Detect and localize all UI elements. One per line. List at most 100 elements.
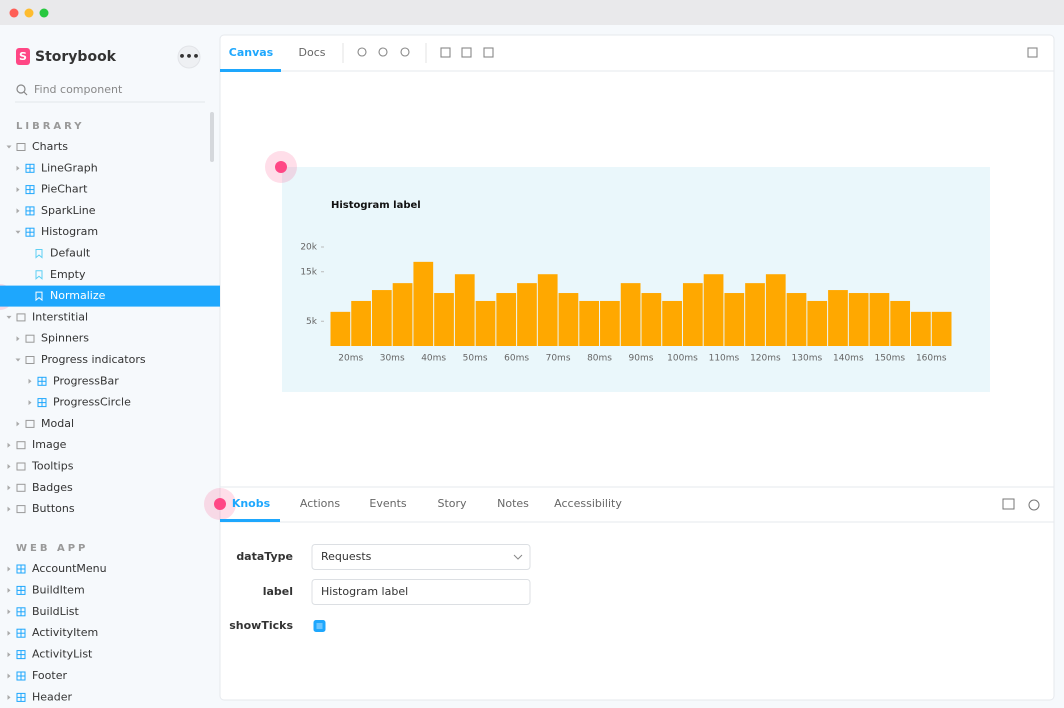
caret[interactable] <box>7 609 11 615</box>
toolbar-tab[interactable]: Docs <box>299 46 326 59</box>
x-tick-label: 40ms <box>421 354 446 364</box>
caret[interactable] <box>7 694 11 700</box>
caret[interactable] <box>7 630 11 636</box>
menu-button[interactable] <box>177 45 201 69</box>
addon-tab[interactable]: Knobs <box>232 497 271 510</box>
x-tick-label: 60ms <box>504 354 529 364</box>
tree-item[interactable]: Default <box>50 247 91 260</box>
tree-item[interactable]: ProgressCircle <box>53 396 131 409</box>
tree-item[interactable]: ActivityItem <box>32 626 98 639</box>
tree-item[interactable]: Modal <box>41 417 74 430</box>
addon-tab[interactable]: Notes <box>497 497 529 510</box>
x-tick-label: 120ms <box>750 354 781 364</box>
fullscreen-button[interactable] <box>1027 47 1038 58</box>
tree-item[interactable]: BuildList <box>32 605 80 618</box>
tree-item[interactable]: Histogram <box>41 225 98 238</box>
tree-item[interactable]: SparkLine <box>41 204 96 217</box>
folder-icon <box>16 313 26 322</box>
caret[interactable] <box>6 315 12 319</box>
caret[interactable] <box>7 506 11 512</box>
tree-item[interactable]: Tooltips <box>31 460 74 473</box>
caret[interactable] <box>15 358 21 362</box>
knob-checkbox[interactable] <box>313 620 326 632</box>
bar <box>537 274 558 346</box>
bar <box>745 283 765 346</box>
tree-item[interactable]: Spinners <box>41 332 89 345</box>
knob-input[interactable] <box>311 579 531 605</box>
tree-item[interactable]: Buttons <box>32 502 75 515</box>
panel-close-button[interactable] <box>1028 499 1040 511</box>
addon-tab[interactable]: Actions <box>300 497 340 510</box>
toolbar-tab[interactable]: Canvas <box>229 46 274 59</box>
story-icon <box>35 270 43 280</box>
tree-item[interactable]: Badges <box>32 481 73 494</box>
bar <box>890 300 911 346</box>
grid-toggle[interactable] <box>440 47 451 58</box>
search-input[interactable]: Find component <box>34 83 123 96</box>
tree-item[interactable]: Progress indicators <box>41 353 146 366</box>
folder-icon <box>25 419 35 428</box>
addon-tab[interactable]: Accessibility <box>554 497 622 510</box>
knob-input[interactable] <box>311 544 531 570</box>
caret[interactable] <box>7 464 11 469</box>
search-icon <box>16 84 26 94</box>
folder-icon <box>16 505 26 514</box>
tree-item[interactable]: ActivityList <box>32 648 93 661</box>
maximize-button[interactable] <box>39 8 49 18</box>
knob-label: label <box>263 585 293 598</box>
chart-card <box>282 167 990 392</box>
zoom-in[interactable] <box>357 47 367 57</box>
select-arrow <box>513 554 523 560</box>
folder-icon <box>25 334 35 343</box>
x-tick-label: 160ms <box>916 354 947 364</box>
tree-item[interactable]: LineGraph <box>41 161 98 174</box>
caret[interactable] <box>6 145 12 149</box>
zoom-reset[interactable] <box>400 47 410 57</box>
tree-item[interactable]: BuildItem <box>32 583 85 596</box>
caret[interactable] <box>7 485 11 491</box>
caret[interactable] <box>7 673 11 679</box>
caret[interactable] <box>16 165 20 171</box>
background-toggle[interactable] <box>461 47 472 58</box>
caret[interactable] <box>16 208 20 214</box>
brand-logo <box>16 48 30 65</box>
caret[interactable] <box>7 566 11 572</box>
panel-orientation-button[interactable] <box>1002 498 1015 510</box>
bar <box>848 293 869 346</box>
caret[interactable] <box>16 336 20 342</box>
tree-item[interactable]: AccountMenu <box>32 562 107 575</box>
logo-letter: S <box>19 50 27 63</box>
bar <box>600 300 620 346</box>
caret[interactable] <box>7 652 11 658</box>
tree-item[interactable]: Interstitial <box>32 310 88 323</box>
tab-underline <box>220 69 281 72</box>
caret[interactable] <box>7 442 11 448</box>
addon-tab[interactable]: Events <box>369 497 407 510</box>
caret[interactable] <box>16 187 20 193</box>
knob-label: dataType <box>236 550 293 563</box>
tree-item[interactable]: Image <box>32 438 67 451</box>
x-tick-label: 30ms <box>380 354 405 364</box>
tree-item[interactable]: ProgressBar <box>53 374 119 387</box>
tree-item[interactable]: PieChart <box>41 183 88 196</box>
minimize-button[interactable] <box>24 8 34 18</box>
chart-title: Histogram label <box>331 200 421 211</box>
bar <box>682 283 703 346</box>
bar <box>641 293 662 346</box>
tree-item[interactable]: Header <box>32 690 73 703</box>
tree-item[interactable]: Footer <box>32 669 67 682</box>
caret[interactable] <box>16 421 20 427</box>
tree-item[interactable]: Normalize <box>50 289 106 302</box>
close-button[interactable] <box>9 8 19 18</box>
addon-tab[interactable]: Story <box>437 497 467 510</box>
tree-item[interactable]: Charts <box>32 140 68 153</box>
caret[interactable] <box>7 587 11 593</box>
bar <box>724 293 745 346</box>
outline-toggle[interactable] <box>483 47 494 58</box>
caret[interactable] <box>15 230 21 234</box>
tree-item[interactable]: Empty <box>50 268 86 281</box>
scrollbar[interactable] <box>210 112 214 162</box>
caret[interactable] <box>28 378 32 384</box>
caret[interactable] <box>28 400 32 406</box>
zoom-out[interactable] <box>378 47 388 57</box>
